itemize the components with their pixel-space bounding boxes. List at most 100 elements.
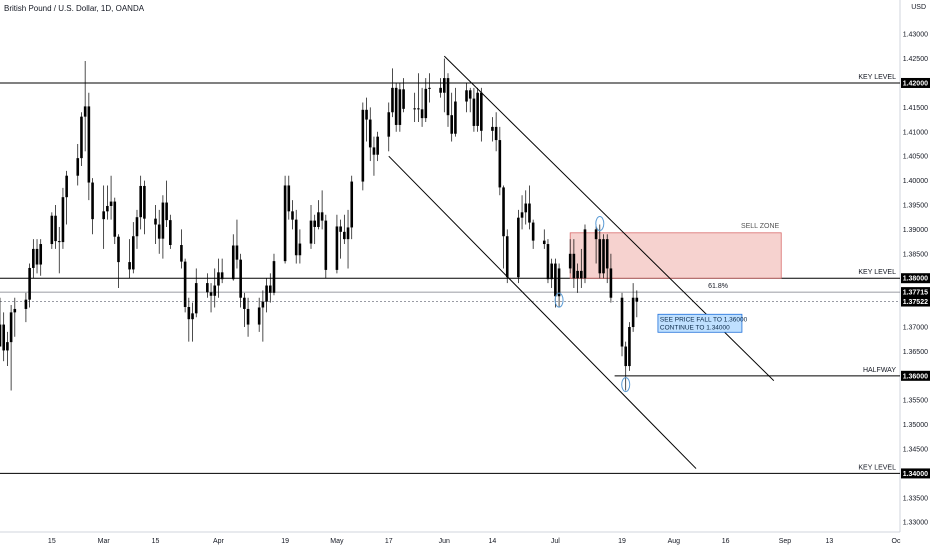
- candle-body: [87, 106, 91, 183]
- symbol-title: British Pound / U.S. Dollar, 1D, OANDA: [4, 4, 145, 13]
- level-label: KEY LEVEL: [858, 464, 896, 471]
- candle-body: [80, 116, 83, 159]
- y-tick-label: 1.43000: [903, 32, 928, 39]
- y-tick-label: 1.33500: [903, 495, 928, 502]
- price-label-box: [901, 370, 930, 381]
- candle-body: [602, 239, 605, 274]
- currency-label: USD: [911, 4, 926, 11]
- price-label-text: 1.37715: [903, 290, 928, 297]
- candle-body: [376, 136, 379, 155]
- candle-body: [498, 140, 502, 188]
- candle-body: [231, 245, 235, 280]
- y-tick-label: 1.38500: [903, 251, 928, 258]
- price-label-box: [901, 296, 930, 307]
- candle-body: [324, 220, 328, 270]
- candle-body: [413, 108, 416, 110]
- candle-body: [283, 185, 287, 262]
- candle-body: [568, 253, 572, 269]
- candle-body: [106, 205, 109, 212]
- touch-marker: [595, 216, 605, 232]
- candle-body: [472, 98, 476, 126]
- candle-body: [542, 240, 546, 245]
- candle-body: [598, 239, 602, 274]
- candle-body: [65, 175, 68, 198]
- candle-body: [583, 229, 587, 279]
- candle-body: [243, 297, 246, 309]
- candle-body: [361, 109, 365, 182]
- candle-body: [450, 115, 454, 134]
- candle-body: [24, 299, 28, 309]
- candle-body: [6, 342, 9, 351]
- candle-body: [131, 236, 135, 270]
- candle-body: [291, 211, 294, 220]
- candle-body: [394, 87, 398, 125]
- fib-label: 61.8%: [708, 283, 728, 290]
- candle-body: [57, 241, 61, 243]
- candle-body: [579, 270, 583, 279]
- candle-body: [246, 308, 250, 325]
- x-tick-label: May: [330, 538, 344, 545]
- candle-body: [294, 219, 298, 256]
- candle-body: [61, 197, 65, 243]
- candle-body: [428, 87, 431, 89]
- candle-body: [480, 92, 483, 131]
- candle-body: [209, 292, 213, 296]
- candle-body: [465, 90, 468, 102]
- candle-body: [343, 231, 346, 240]
- candle-body: [468, 90, 472, 99]
- candle-body: [517, 217, 520, 278]
- price-label-box: [901, 468, 930, 479]
- price-label-text: 1.38000: [903, 276, 928, 283]
- candle-body: [609, 268, 613, 298]
- candle-body: [476, 92, 479, 126]
- candle-body: [139, 185, 142, 218]
- candle-body: [9, 312, 13, 343]
- y-tick-label: 1.40500: [903, 154, 928, 161]
- x-tick-label: 13: [825, 538, 833, 545]
- candle-body: [0, 324, 2, 347]
- candle-body: [628, 327, 631, 367]
- x-tick-label: 19: [281, 538, 289, 545]
- candle-body: [165, 202, 168, 221]
- sell-zone-box: [569, 232, 782, 279]
- y-tick-label: 1.36500: [903, 349, 928, 356]
- candle-body: [309, 220, 313, 244]
- y-tick-label: 1.41500: [903, 105, 928, 112]
- candle-body: [272, 261, 276, 293]
- candle-body: [528, 203, 531, 223]
- candle-body: [187, 306, 191, 320]
- candle-body: [135, 217, 139, 237]
- price-label-box: [901, 273, 930, 284]
- x-tick-label: Apr: [213, 538, 225, 545]
- candle-body: [35, 248, 39, 265]
- candle-body: [54, 215, 57, 242]
- candle-body: [39, 244, 43, 265]
- candle-body: [620, 297, 624, 347]
- x-tick-label: Aug: [668, 538, 681, 545]
- candle-body: [157, 224, 161, 239]
- level-label: HALFWAY: [863, 367, 896, 374]
- candle-body: [128, 262, 131, 270]
- candle-body: [339, 226, 342, 232]
- price-label-text: 1.34000: [903, 471, 928, 478]
- touch-marker: [621, 377, 631, 393]
- candle-body: [194, 283, 198, 314]
- candle-body: [220, 272, 224, 280]
- candle-body: [180, 245, 183, 262]
- candle-body: [424, 88, 428, 119]
- candle-body: [169, 220, 172, 246]
- touch-marker: [554, 292, 564, 308]
- candle-body: [546, 244, 550, 280]
- candle-body: [143, 185, 146, 219]
- level-label: KEY LEVEL: [858, 269, 896, 276]
- candle-body: [320, 212, 324, 221]
- candle-body: [576, 270, 579, 279]
- candle-body: [32, 248, 35, 268]
- annotation-text: SEE PRICE FALL TO 1.36000: [660, 316, 748, 323]
- candle-body: [368, 119, 372, 148]
- candle-body: [13, 308, 17, 313]
- candle-body: [505, 236, 509, 278]
- candle-body: [531, 222, 535, 241]
- candle-body: [446, 78, 450, 116]
